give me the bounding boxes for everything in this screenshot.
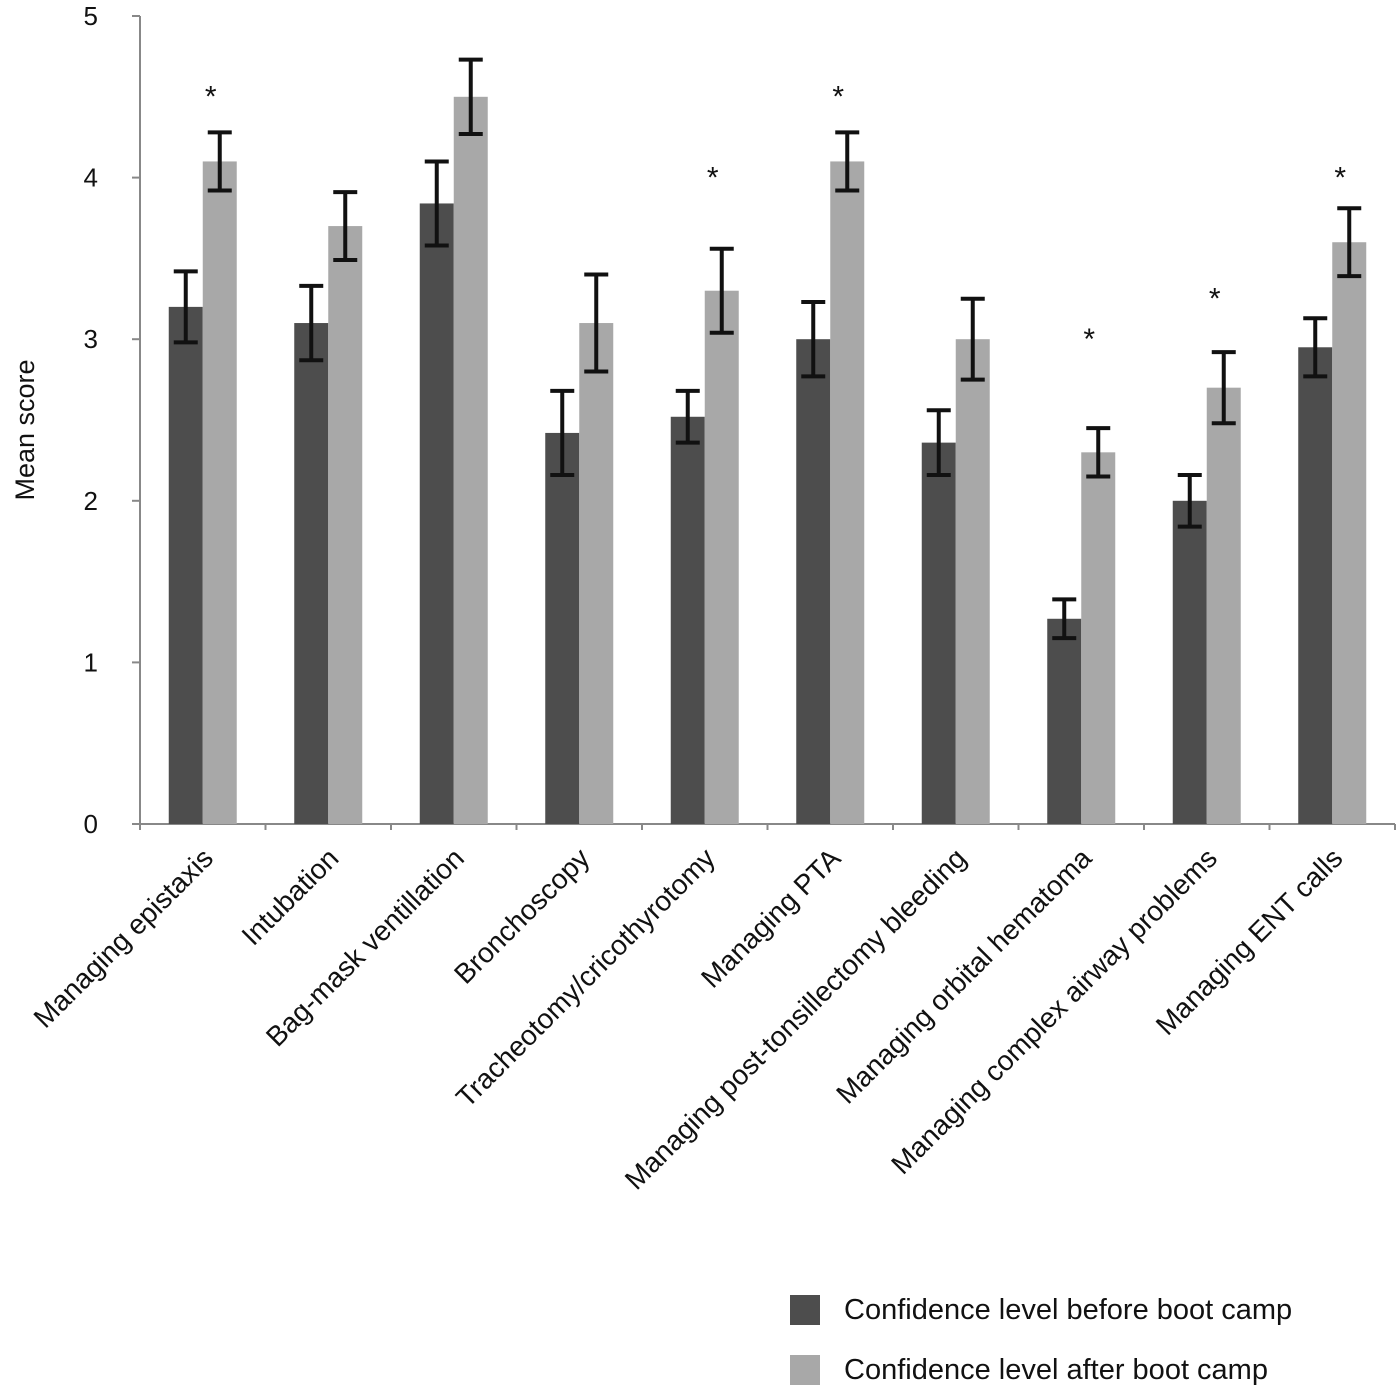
legend-swatch-after — [790, 1355, 820, 1385]
error-bar — [424, 159, 449, 248]
bar-after — [202, 161, 237, 824]
bar-after — [328, 226, 363, 824]
bar-before — [545, 432, 580, 824]
bar-before — [168, 306, 203, 824]
y-tick-label: 3 — [84, 324, 98, 354]
error-bar — [709, 246, 734, 335]
error-bar — [1177, 472, 1202, 529]
bar-after — [453, 96, 488, 825]
bar-before — [1047, 618, 1082, 824]
error-bar — [333, 190, 358, 263]
error-bar — [458, 57, 483, 136]
bar-before — [419, 203, 454, 824]
bar-after — [955, 339, 990, 824]
significance-marker: * — [205, 81, 217, 114]
significance-marker: * — [832, 81, 844, 114]
y-tick-label: 5 — [84, 1, 98, 31]
x-category-label: Tracheotomy/cricothyrotomy — [450, 842, 721, 1113]
error-bar — [207, 130, 232, 193]
y-tick-label: 2 — [84, 486, 98, 516]
legend: Confidence level before boot camp Confid… — [790, 1280, 1292, 1400]
error-bar — [675, 388, 700, 445]
y-tick-label: 4 — [84, 163, 98, 193]
legend-label-before: Confidence level before boot camp — [844, 1293, 1293, 1326]
bar-before — [670, 416, 705, 824]
error-bar — [584, 272, 609, 374]
legend-item-before: Confidence level before boot camp — [790, 1280, 1292, 1340]
x-category-label: Intubation — [236, 842, 345, 951]
significance-marker: * — [1334, 162, 1346, 195]
x-category-label: Managing orbital hematoma — [830, 842, 1098, 1110]
chart-bars — [168, 57, 1367, 825]
y-axis-title: Mean score — [10, 359, 40, 500]
error-bar — [1303, 316, 1328, 379]
bar-after — [830, 161, 865, 824]
bar-before — [921, 442, 956, 824]
bar-before — [294, 323, 329, 824]
legend-label-after: Confidence level after boot camp — [844, 1353, 1268, 1386]
y-tick-label: 1 — [84, 647, 98, 677]
error-bar — [960, 296, 985, 382]
bar-after — [1206, 387, 1241, 824]
error-bar — [926, 408, 951, 477]
significance-marker: * — [707, 162, 719, 195]
bar-after — [1081, 452, 1116, 824]
bar-before — [1172, 500, 1207, 824]
error-bar — [173, 269, 198, 345]
bar-before — [1298, 347, 1333, 824]
bar-before — [796, 339, 831, 824]
error-bar — [1211, 350, 1236, 426]
bar-after — [704, 290, 739, 825]
error-bar — [1052, 597, 1077, 641]
bar-after — [579, 323, 614, 824]
error-bar — [1337, 206, 1362, 279]
significance-marker: * — [1209, 283, 1221, 316]
error-bar — [299, 283, 324, 363]
error-bar — [1086, 426, 1111, 479]
legend-swatch-before — [790, 1295, 820, 1325]
significance-marker: * — [1083, 323, 1095, 356]
x-category-label: Managing epistaxis — [28, 842, 219, 1033]
error-bar — [550, 388, 575, 477]
error-bar — [801, 300, 826, 379]
error-bar — [835, 130, 860, 193]
bar-after — [1332, 242, 1367, 825]
legend-item-after: Confidence level after boot camp — [790, 1340, 1292, 1400]
y-tick-label: 0 — [84, 809, 98, 839]
